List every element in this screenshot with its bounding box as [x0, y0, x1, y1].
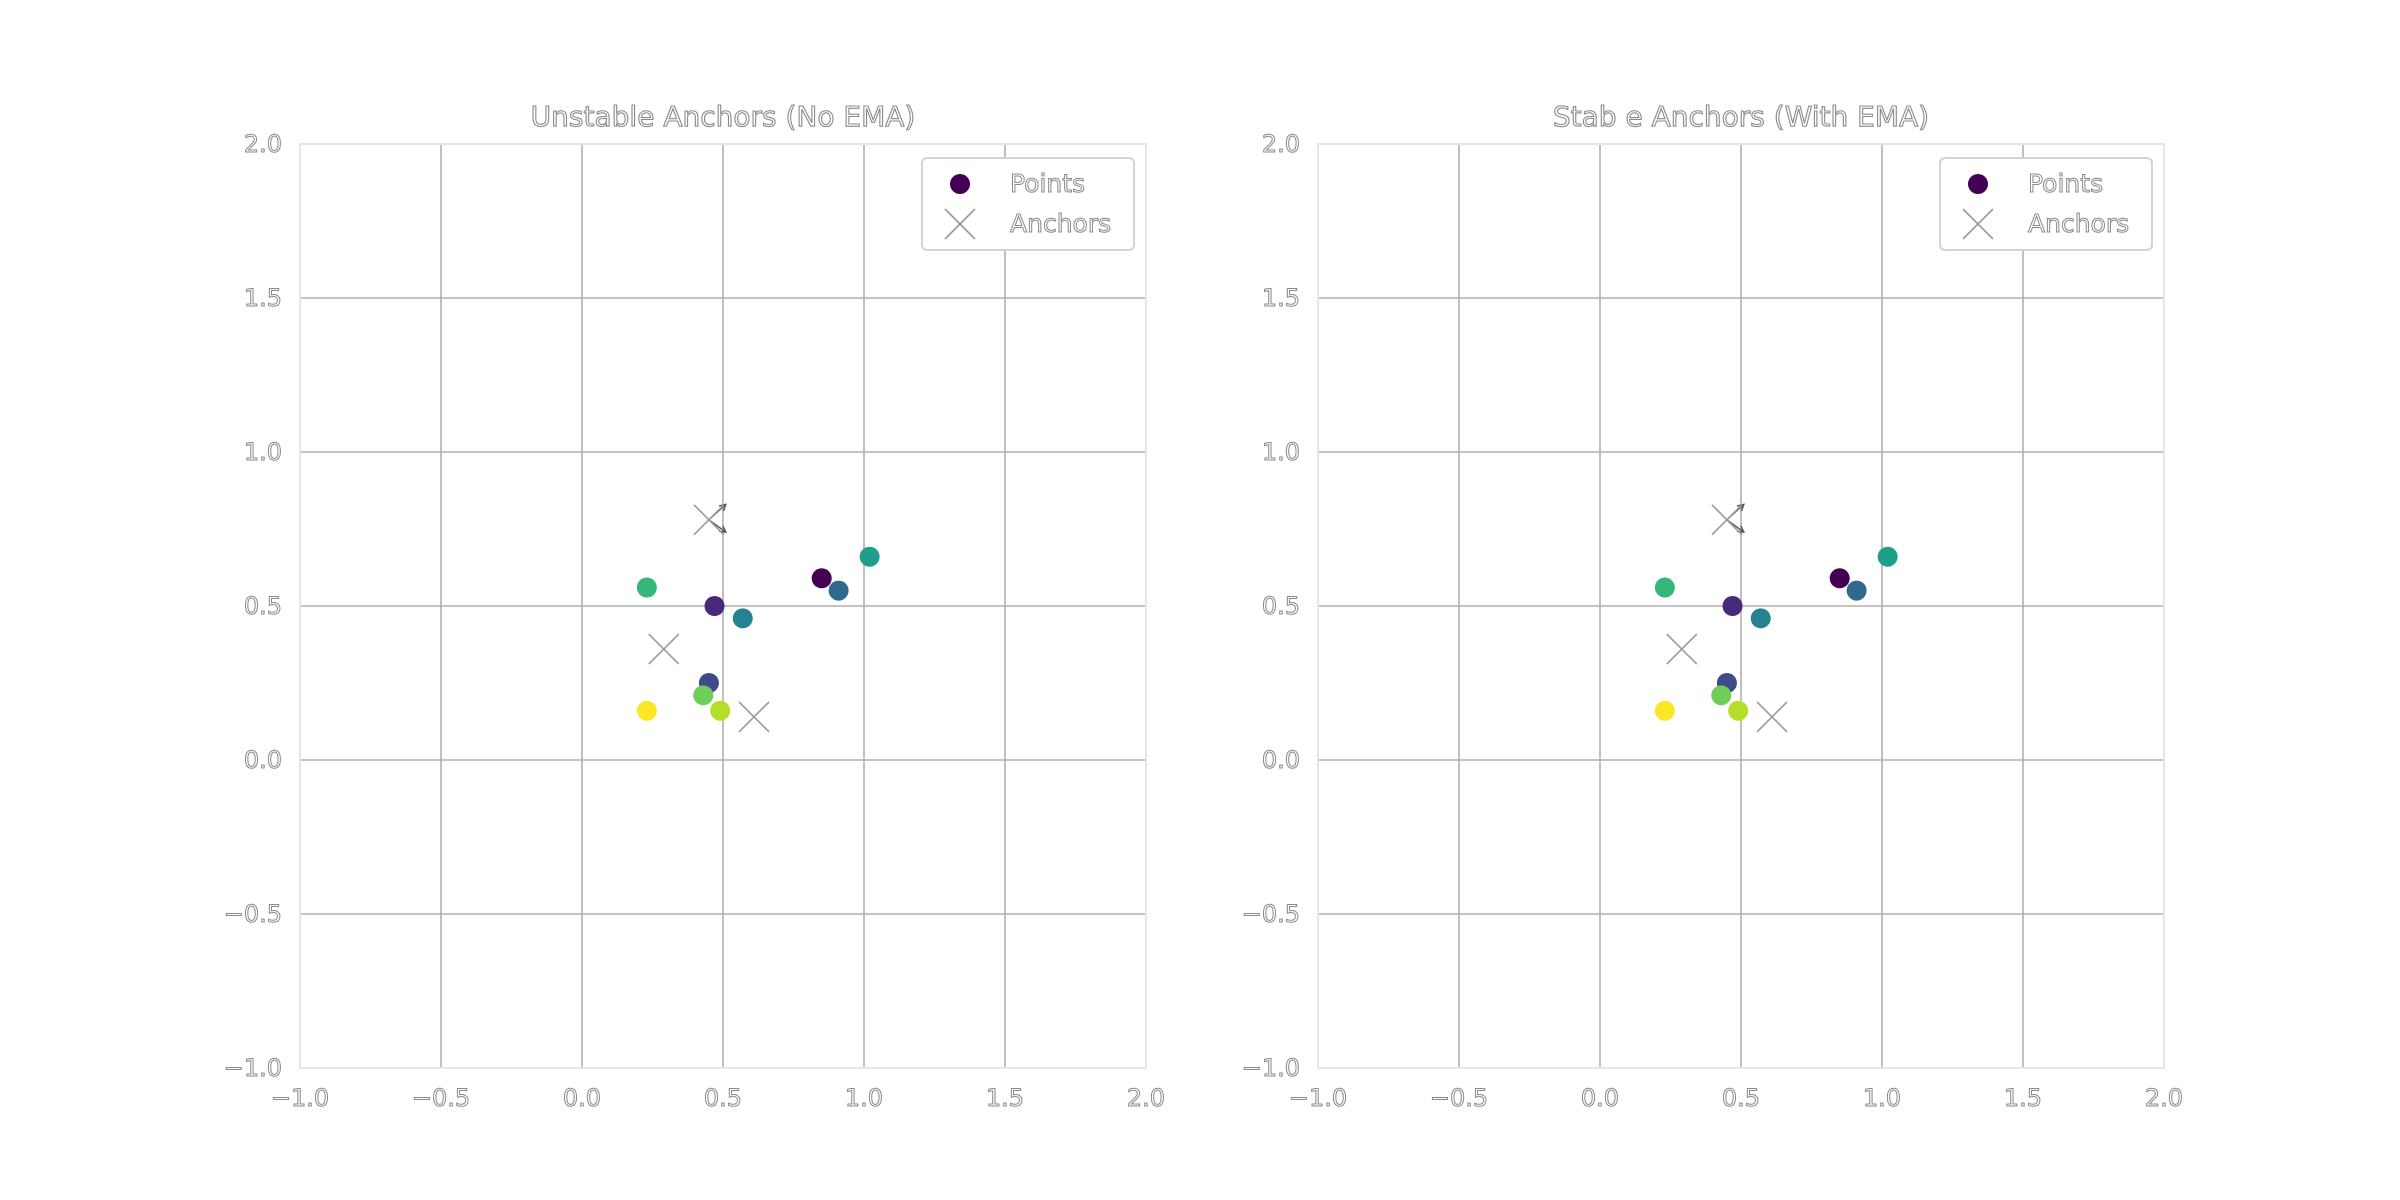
data-point — [1654, 577, 1675, 598]
legend-anchors-label: Anchors — [2028, 209, 2129, 238]
data-point — [1722, 596, 1743, 616]
x-tick-label: −0.5 — [412, 1084, 470, 1112]
arrow-head — [718, 503, 727, 512]
y-tick-label: 0.0 — [1262, 746, 1300, 774]
x-tick-label: 0.5 — [1722, 1084, 1760, 1112]
legend-frame — [921, 157, 1135, 251]
x-tick-label: 1.5 — [2004, 1084, 2042, 1112]
anchor-marker — [1756, 701, 1788, 733]
x-tick-label: 1.5 — [986, 1084, 1024, 1112]
y-tick-label: 1.5 — [1262, 284, 1300, 312]
legend-anchors-marker — [944, 208, 976, 240]
anchor-marker — [1711, 504, 1743, 536]
chart-title: Unstable Anchors (No EMA) — [531, 100, 916, 133]
data-point — [636, 700, 657, 721]
data-point — [859, 546, 880, 567]
data-point — [811, 568, 832, 589]
chart-title: Stab e Anchors (With EMA) — [1553, 100, 1929, 133]
data-point — [636, 577, 657, 598]
y-tick-label: 0.5 — [244, 592, 282, 620]
axes-frame — [299, 143, 1147, 1069]
legend: Points Anchors — [1939, 157, 2153, 251]
axes-frame — [1317, 143, 2165, 1069]
x-tick-label: 0.5 — [704, 1084, 742, 1112]
anchor-marker — [693, 504, 725, 536]
y-tick-label: 2.0 — [1262, 130, 1300, 158]
legend-frame — [1939, 157, 2153, 251]
anchor-x-stroke — [1711, 504, 1743, 536]
data-point — [1728, 700, 1749, 721]
x-tick-label: 0.0 — [1581, 1084, 1619, 1112]
anchor-x-stroke — [648, 633, 680, 665]
data-point — [693, 685, 714, 706]
anchor-x-stroke — [738, 701, 770, 733]
x-tick-label: 1.0 — [845, 1084, 883, 1112]
data-point — [1711, 685, 1732, 706]
x-tick-label: 2.0 — [1127, 1084, 1165, 1112]
y-tick-label: 0.5 — [1262, 592, 1300, 620]
data-point — [1654, 700, 1675, 721]
y-tick-label: 0.0 — [244, 746, 282, 774]
x-tick-label: −1.0 — [1289, 1084, 1347, 1112]
anchor-marker — [738, 701, 770, 733]
legend-points-label: Points — [2028, 169, 2103, 198]
data-point — [828, 580, 849, 601]
y-tick-label: −1.0 — [224, 1054, 282, 1082]
data-point — [732, 608, 753, 629]
x-tick-label: 2.0 — [2145, 1084, 2183, 1112]
y-tick-label: −0.5 — [224, 900, 282, 928]
panels: −1.0 −0.5 0.0 0.5 1.0 1.5 2.0 −1.0 −0.5 0.0 0.5 1.0… — [223, 99, 2183, 1112]
anchor-marker — [648, 633, 680, 665]
y-tick-label: −0.5 — [1242, 900, 1300, 928]
data-point — [1750, 608, 1771, 629]
arrow-head — [1736, 503, 1745, 512]
y-tick-label: −1.0 — [1242, 1054, 1300, 1082]
y-tick-label: 1.5 — [244, 284, 282, 312]
x-tick-label: −0.5 — [1430, 1084, 1488, 1112]
chart-panel-2: −1.0 −0.5 0.0 0.5 1.0 1.5 2.0 −1.0 −0.5 0.0 0.5 1.0… — [1241, 99, 2183, 1112]
y-tick-label: 2.0 — [244, 130, 282, 158]
data-point — [1877, 546, 1898, 567]
chart-panel-1: −1.0 −0.5 0.0 0.5 1.0 1.5 2.0 −1.0 −0.5 0.0 0.5 1.0… — [223, 99, 1165, 1112]
data-point — [1829, 568, 1850, 589]
anchor-x-stroke — [1666, 633, 1698, 665]
x-tick-label: 1.0 — [1863, 1084, 1901, 1112]
legend-points-label: Points — [1010, 169, 1085, 198]
x-tick-label: −1.0 — [271, 1084, 329, 1112]
data-point — [704, 596, 725, 616]
data-point — [710, 700, 731, 721]
data-point — [1846, 580, 1867, 601]
legend-points-marker — [950, 174, 970, 194]
legend-anchors-marker — [1962, 208, 1994, 240]
legend-points-marker — [1968, 174, 1988, 194]
x-tick-label: 0.0 — [563, 1084, 601, 1112]
legend-anchors-label: Anchors — [1010, 209, 1111, 238]
anchor-x-stroke — [1756, 701, 1788, 733]
anchor-x-stroke — [693, 504, 725, 536]
y-tick-label: 1.0 — [244, 438, 282, 466]
y-tick-label: 1.0 — [1262, 438, 1300, 466]
anchor-marker — [1666, 633, 1698, 665]
legend: Points Anchors — [921, 157, 1135, 251]
